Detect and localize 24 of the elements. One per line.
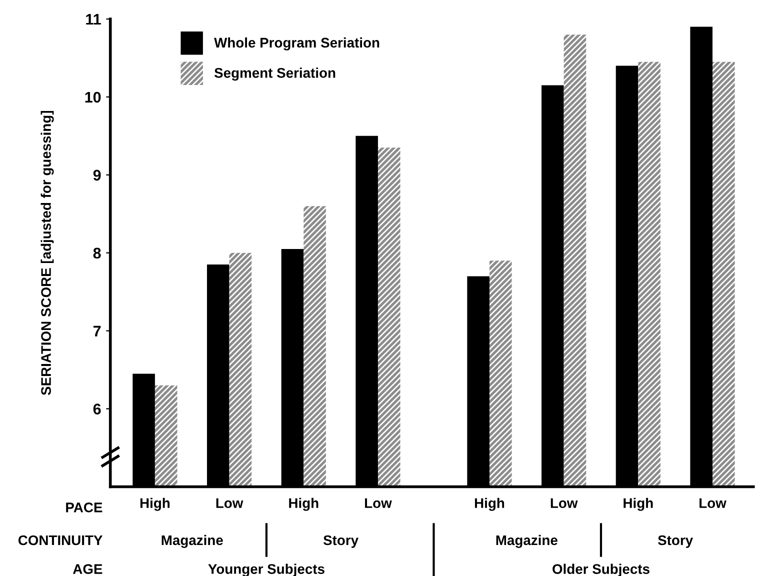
text: Story — [323, 535, 358, 548]
x-tick-label: Low — [550, 498, 578, 508]
text: AGE — [72, 564, 102, 574]
y-tick-label: 9 — [93, 170, 101, 181]
y-tick-label: 7 — [93, 326, 101, 336]
y-tick-label: 10 — [85, 92, 101, 103]
x-tick-label: Low — [216, 498, 244, 508]
y-tick-label: 6 — [93, 404, 101, 414]
text: Magazine — [496, 534, 558, 548]
y-tick-label: 8 — [93, 248, 101, 259]
text: Magazine — [162, 534, 223, 548]
x-tick-label: High — [140, 498, 170, 511]
y-tick-label: 11 — [86, 14, 101, 25]
text: PACE — [66, 502, 102, 512]
text: CONTINUITY — [18, 535, 103, 546]
y-axis-title: SERIATION SCORE [adjusted for guessing] — [40, 111, 54, 396]
legend-label: Segment Seriation — [214, 68, 336, 81]
legend-label: Whole Program Seriation — [214, 37, 380, 50]
x-tick-label: High — [474, 498, 504, 511]
x-tick-label: Low — [365, 498, 392, 508]
x-tick-label: High — [624, 498, 653, 511]
x-tick-label: Low — [700, 498, 726, 508]
x-tick-label: High — [289, 498, 318, 511]
text: Story — [658, 535, 694, 548]
